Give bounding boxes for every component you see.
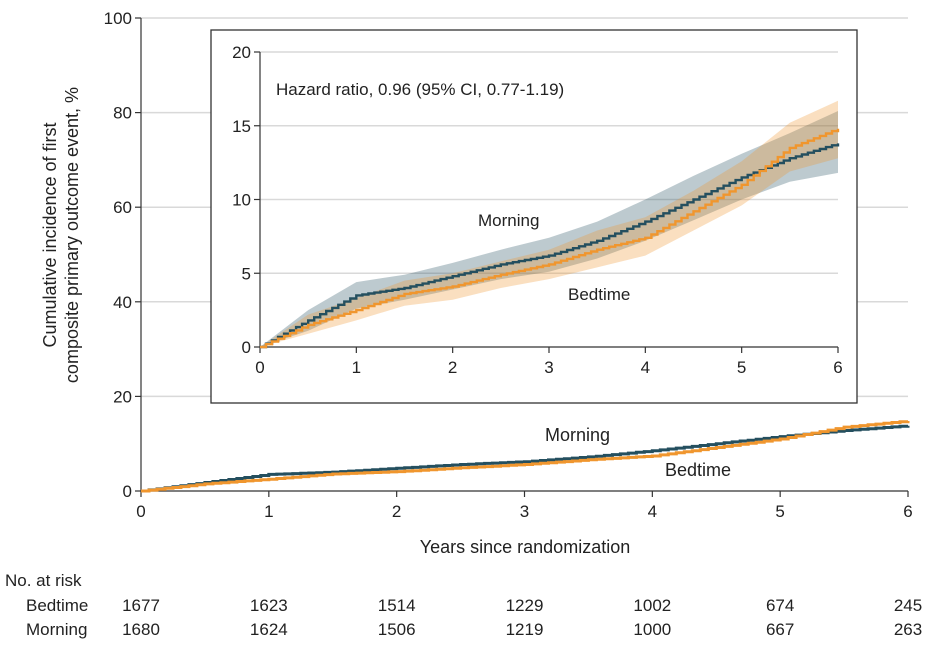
main-x-tick-label: 0 xyxy=(136,502,145,521)
inset-x-tick-label: 2 xyxy=(448,358,457,377)
inset-panel xyxy=(210,29,858,404)
x-axis-title: Years since randomization xyxy=(420,537,630,557)
main-x-ticks: 0 1 2 3 4 5 6 xyxy=(136,491,913,521)
main-curves xyxy=(141,420,910,493)
risk-table-title: No. at risk xyxy=(5,571,82,590)
inset-bedtime-label: Bedtime xyxy=(568,285,630,304)
main-x-tick-label: 4 xyxy=(648,502,657,521)
inset-y-tick-label: 5 xyxy=(242,264,251,283)
risk-cell: 1624 xyxy=(249,620,288,639)
risk-cell: 1506 xyxy=(377,620,416,639)
risk-cell: 1623 xyxy=(249,596,288,615)
risk-cell: 1680 xyxy=(122,620,160,639)
main-y-tick-label: 40 xyxy=(113,293,132,312)
main-y-tick-label: 0 xyxy=(123,482,132,501)
inset-gridlines xyxy=(260,51,838,274)
main-y-tick-label: 100 xyxy=(104,9,132,28)
risk-cell: 1002 xyxy=(633,596,672,615)
main-x-tick-label: 1 xyxy=(264,502,273,521)
inset-x-ticks: 0 1 2 3 4 5 6 xyxy=(255,347,843,377)
main-x-tick-label: 3 xyxy=(520,502,529,521)
inset-ci-band-bedtime xyxy=(260,100,838,347)
inset-x-tick-label: 0 xyxy=(255,358,264,377)
main-bedtime-label: Bedtime xyxy=(665,460,731,480)
risk-row-label: Bedtime xyxy=(26,596,89,615)
main-morning-label: Morning xyxy=(545,425,610,445)
risk-cell: 1677 xyxy=(122,596,160,615)
risk-row-label: Morning xyxy=(26,620,88,639)
risk-cell: 1000 xyxy=(633,620,672,639)
risk-cell: 1514 xyxy=(377,596,416,615)
main-curve-morning xyxy=(141,424,910,493)
y-axis-title-line2: composite primary outcome event, % xyxy=(62,87,82,383)
inset-x-tick-label: 1 xyxy=(352,358,361,377)
inset-curve-morning xyxy=(260,143,840,349)
main-x-tick-label: 5 xyxy=(775,502,784,521)
inset-x-tick-label: 6 xyxy=(833,358,842,377)
inset-x-tick-label: 3 xyxy=(544,358,553,377)
main-x-tick-label: 6 xyxy=(903,502,912,521)
main-x-tick-label: 2 xyxy=(392,502,401,521)
inset-y-tick-label: 20 xyxy=(232,43,251,62)
inset-curves xyxy=(260,128,840,349)
main-y-tick-label: 60 xyxy=(113,198,132,217)
risk-cell: 263 xyxy=(893,620,923,639)
inset-x-tick-label: 5 xyxy=(737,358,746,377)
inset-y-tick-label: 0 xyxy=(242,338,251,357)
inset-y-tick-label: 15 xyxy=(232,117,251,136)
main-curve-bedtime xyxy=(141,420,910,493)
inset-y-tick-label: 10 xyxy=(232,191,251,210)
inset-x-tick-label: 4 xyxy=(641,358,650,377)
risk-cell: 1229 xyxy=(505,596,544,615)
hazard-ratio-annotation: Hazard ratio, 0.96 (95% CI, 0.77-1.19) xyxy=(276,80,564,99)
risk-cell: 667 xyxy=(765,620,795,639)
risk-cell: 245 xyxy=(893,596,923,615)
risk-cell: 1219 xyxy=(505,620,544,639)
main-y-ticks: 0 20 40 60 80 100 xyxy=(104,9,141,501)
risk-cell: 674 xyxy=(765,596,795,615)
inset-morning-label: Morning xyxy=(478,211,539,230)
main-y-tick-label: 20 xyxy=(113,387,132,406)
inset-y-ticks: 0 5 10 15 20 xyxy=(232,43,260,357)
main-y-tick-label: 80 xyxy=(113,104,132,123)
y-axis-title-line1: Cumulative incidence of first xyxy=(40,122,60,347)
inset-curve-bedtime xyxy=(260,128,840,349)
